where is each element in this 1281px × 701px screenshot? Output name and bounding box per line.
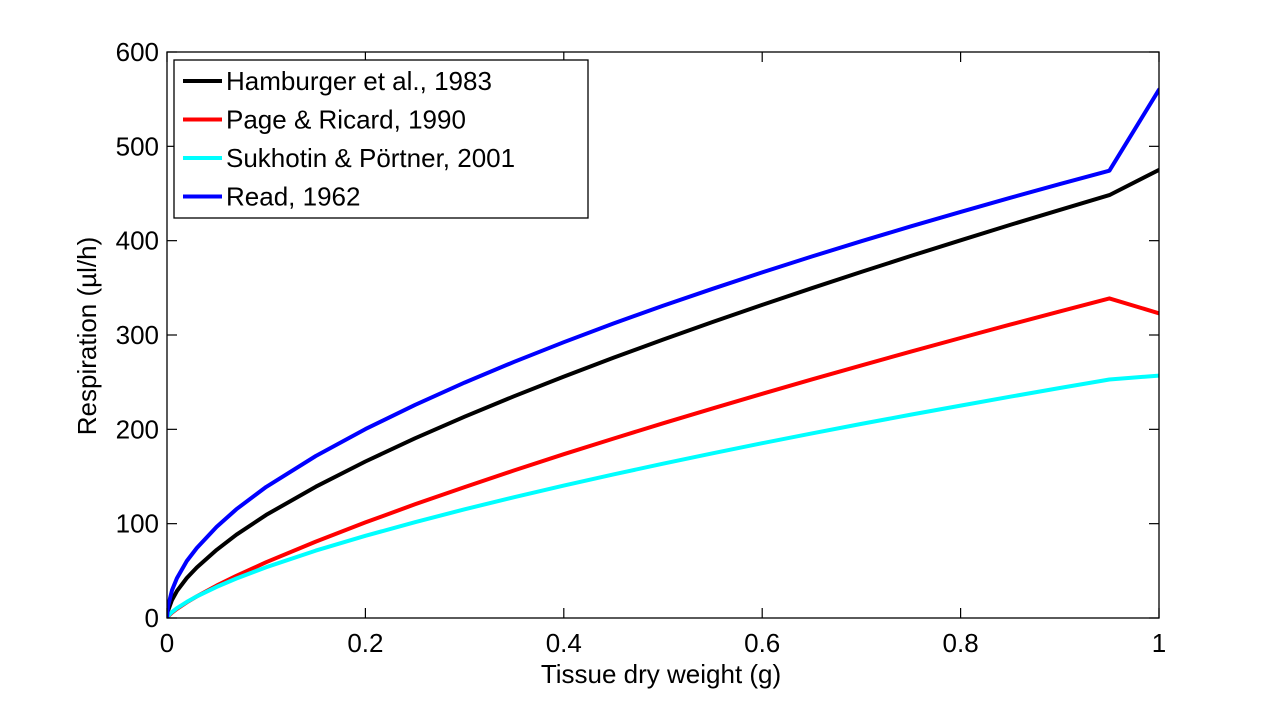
series-line-0 [167, 167, 1159, 618]
x-tick-label: 0.2 [347, 628, 383, 658]
y-tick-label: 400 [116, 226, 159, 256]
y-tick-label: 200 [116, 414, 159, 444]
series-line-3 [167, 87, 1159, 618]
legend-label-1: Page & Ricard, 1990 [226, 105, 466, 135]
y-tick-label: 0 [145, 603, 159, 633]
x-tick-label: 1 [1152, 628, 1166, 658]
legend: Hamburger et al., 1983 Page & Ricard, 199… [173, 59, 589, 219]
legend-label-0: Hamburger et al., 1983 [226, 66, 492, 96]
ticks-layer: 0 0.2 0.4 0.6 0.8 1 0 100 200 300 400 500 600 [116, 37, 1167, 658]
y-tick-label: 500 [116, 131, 159, 161]
series-line-2 [167, 373, 1159, 618]
x-tick-label: 0.8 [943, 628, 979, 658]
x-axis-label: Tissue dry weight (g) [541, 659, 781, 689]
legend-box [173, 59, 589, 219]
series-layer [167, 87, 1159, 618]
x-tick-label: 0.4 [546, 628, 582, 658]
y-axis-label: Respiration (µl/h) [72, 237, 102, 436]
legend-label-3: Read, 1962 [226, 182, 360, 212]
x-tick-label: 0 [160, 628, 174, 658]
y-tick-label: 600 [116, 37, 159, 67]
x-tick-label: 0.6 [744, 628, 780, 658]
y-tick-label: 100 [116, 509, 159, 539]
legend-label-2: Sukhotin & Pörtner, 2001 [226, 143, 515, 173]
y-tick-label: 300 [116, 320, 159, 350]
